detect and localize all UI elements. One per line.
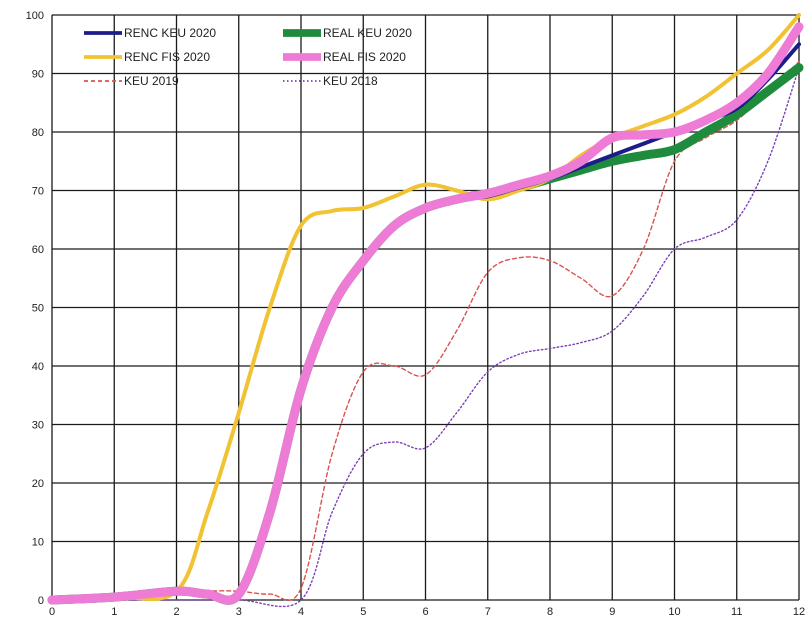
x-tick-label: 3 — [236, 606, 242, 618]
legend-label: KEU 2018 — [323, 74, 378, 88]
y-tick-label: 100 — [26, 10, 44, 22]
x-tick-label: 12 — [793, 606, 805, 618]
y-tick-label: 30 — [32, 420, 44, 432]
y-tick-label: 50 — [32, 303, 44, 315]
x-tick-label: 5 — [360, 606, 366, 618]
y-tick-label: 40 — [32, 361, 44, 373]
legend: RENC KEU 2020 REAL KEU 2020 RENC FIS 2020 R… — [84, 26, 412, 88]
series-line-real-fis-2020 — [47, 22, 804, 605]
legend-label: KEU 2019 — [124, 74, 179, 88]
x-tick-label: 7 — [485, 606, 491, 618]
x-tick-label: 4 — [298, 606, 304, 618]
y-tick-label: 10 — [32, 537, 44, 549]
legend-label: RENC FIS 2020 — [124, 50, 210, 64]
x-tick-label: 6 — [422, 606, 428, 618]
x-tick-label: 1 — [111, 606, 117, 618]
y-tick-label: 70 — [32, 186, 44, 198]
y-tick-label: 20 — [32, 478, 44, 490]
x-tick-label: 8 — [547, 606, 553, 618]
series-line-keu-2018 — [51, 66, 800, 608]
x-axis: 0 1 2 3 4 5 6 7 8 9 10 11 12 — [49, 606, 805, 618]
legend-label: REAL FIS 2020 — [323, 50, 406, 64]
y-tick-label: 0 — [38, 595, 44, 607]
x-tick-label: 11 — [731, 606, 742, 618]
x-tick-label: 9 — [609, 606, 615, 618]
y-tick-label: 60 — [32, 244, 44, 256]
legend-label: RENC KEU 2020 — [124, 26, 216, 40]
x-tick-label: 0 — [49, 606, 55, 618]
series-line-renc-fis-2020 — [50, 13, 801, 602]
y-tick-label: 90 — [32, 69, 44, 81]
y-axis: 0 10 20 30 40 50 60 70 80 90 100 — [26, 10, 44, 607]
x-tick-label: 10 — [668, 606, 680, 618]
legend-label: REAL KEU 2020 — [323, 26, 412, 40]
series-lines — [47, 13, 804, 608]
y-tick-label: 80 — [32, 127, 44, 139]
x-tick-label: 2 — [173, 606, 179, 618]
